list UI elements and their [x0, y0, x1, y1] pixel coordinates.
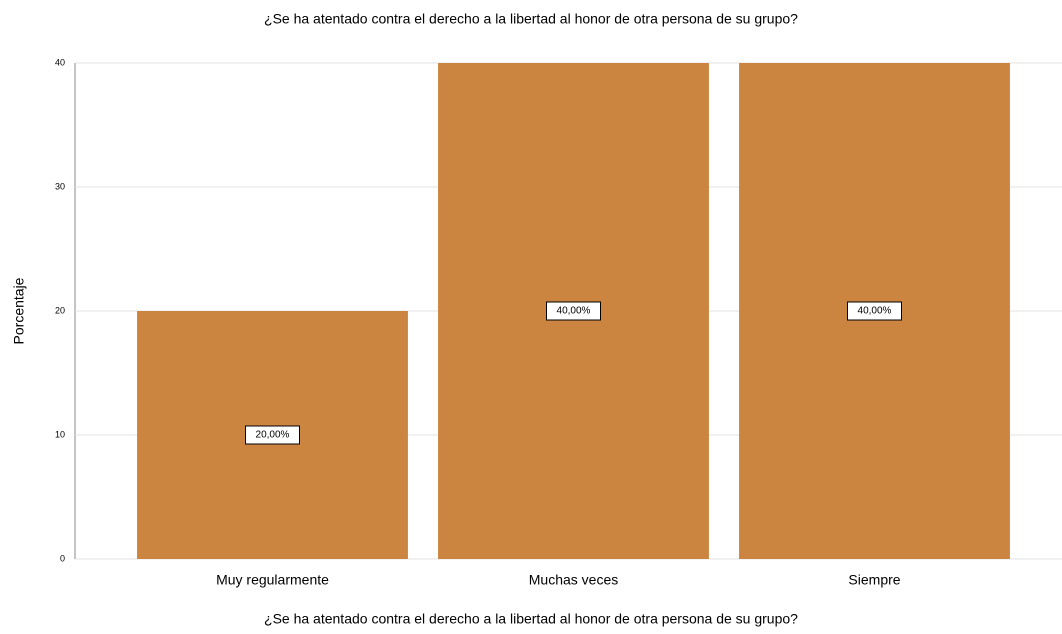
value-label-box [847, 301, 902, 321]
value-label: 40,00% [858, 306, 892, 317]
value-label-box [245, 425, 300, 445]
value-label: 20,00% [256, 430, 290, 441]
value-label-box [546, 301, 601, 321]
chart-title: ¿Se ha atentado contra el derecho a la l… [264, 11, 798, 27]
y-tick-label: 0 [60, 553, 65, 563]
y-tick-label: 10 [55, 429, 65, 439]
y-axis-label: Porcentaje [11, 277, 27, 344]
y-tick-label: 40 [55, 57, 65, 67]
x-tick-label: Muchas veces [529, 572, 618, 588]
y-tick-label: 30 [55, 181, 65, 191]
x-tick-label: Siempre [848, 572, 900, 588]
x-tick-label: Muy regularmente [216, 572, 329, 588]
value-label: 40,00% [557, 306, 591, 317]
x-axis-label: ¿Se ha atentado contra el derecho a la l… [264, 611, 798, 627]
y-tick-label: 20 [55, 305, 65, 315]
